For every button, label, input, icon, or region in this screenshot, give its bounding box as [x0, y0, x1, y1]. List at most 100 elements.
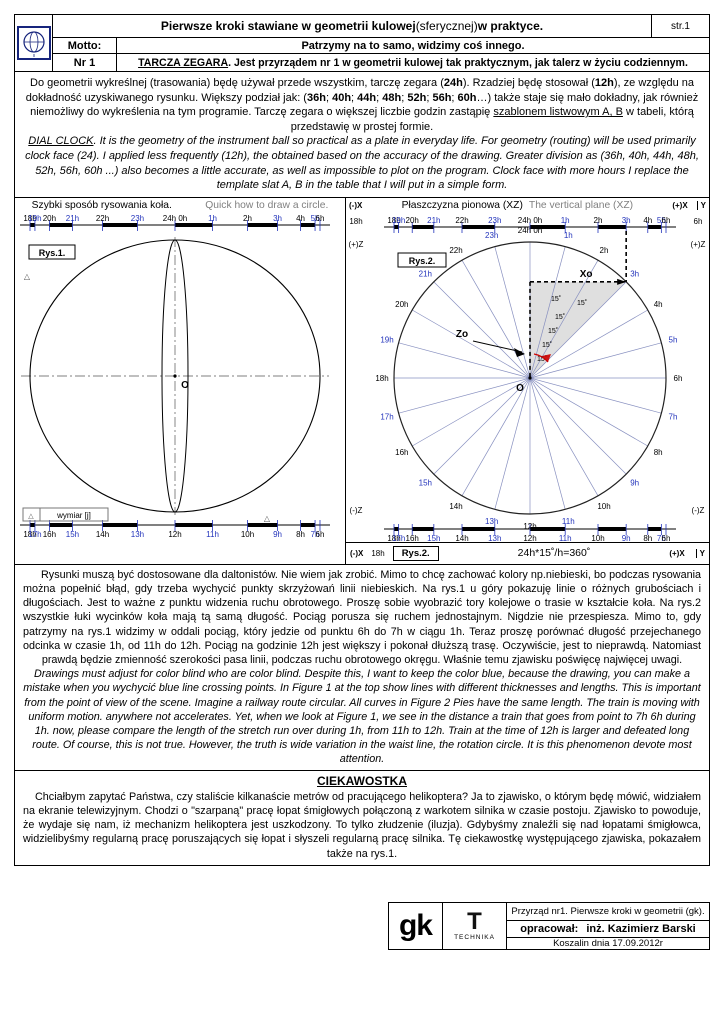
svg-text:10h: 10h: [241, 530, 254, 539]
svg-text:23h: 23h: [485, 231, 498, 240]
svg-text:18h: 18h: [349, 217, 362, 226]
svg-text:8h: 8h: [296, 530, 305, 539]
nr-label: Nr 1: [53, 53, 117, 71]
svg-text:6h: 6h: [662, 216, 671, 225]
svg-text:6h: 6h: [694, 217, 703, 226]
svg-text:10h: 10h: [591, 534, 604, 542]
svg-text:△: △: [264, 514, 271, 523]
svg-text:14h: 14h: [96, 530, 109, 539]
svg-text:11h: 11h: [206, 530, 219, 539]
technika-label: TECHNIKA: [454, 934, 495, 942]
left-panel-header: Szybki sposób rysowania koła. Quick how …: [15, 197, 346, 213]
svg-text:16h: 16h: [395, 448, 408, 457]
svg-text:9h: 9h: [273, 530, 282, 539]
intro-paragraph: Do geometrii wykreślnej (trasowania) będ…: [14, 72, 710, 198]
svg-text:10h: 10h: [597, 502, 610, 511]
svg-text:△: △: [24, 272, 31, 281]
svg-text:2h: 2h: [243, 214, 252, 223]
footer-text-cell: Przyrząd nr1. Pierwsze kroki w geometrii…: [507, 903, 709, 949]
right-panel-header: (-)X Płaszczyzna pionowa (XZ) The vertic…: [346, 198, 709, 213]
rys2-panel: 18h 19h 20h 21h 22h 23h 24h 0h 1h 2h 3h 4h 5h 6h 18h 1…: [346, 213, 709, 542]
svg-text:18h: 18h: [23, 214, 36, 223]
axis-pos-x-top: (+)X: [672, 200, 688, 210]
svg-text:13h: 13h: [485, 517, 498, 526]
diagrams-section: Szybki sposób rysowania koła. Quick how …: [14, 197, 710, 565]
svg-text:(+)Z: (+)Z: [691, 240, 706, 249]
svg-text:7h: 7h: [657, 534, 666, 542]
svg-text:7h: 7h: [669, 412, 678, 421]
svg-text:18h: 18h: [387, 534, 400, 542]
axis-y-bottom: Y: [695, 548, 705, 558]
svg-text:12h: 12h: [523, 534, 536, 542]
svg-text:15h: 15h: [427, 534, 440, 542]
svg-text:(+)Z: (+)Z: [349, 240, 364, 249]
body-paragraph-pl: Rysunki muszą być dostosowane dla dalton…: [23, 568, 701, 666]
motto-label: Motto:: [53, 37, 117, 53]
svg-text:7h: 7h: [311, 530, 320, 539]
svg-text:2h: 2h: [600, 246, 609, 255]
svg-text:Zo: Zo: [456, 329, 468, 340]
svg-text:14h: 14h: [449, 502, 462, 511]
axis-neg-x-top: (-)X: [349, 200, 363, 210]
svg-text:15˚: 15˚: [537, 355, 547, 363]
svg-text:8h: 8h: [643, 534, 652, 542]
publisher-logo: [15, 15, 53, 71]
globe-logo-icon: [16, 26, 51, 60]
svg-text:13h: 13h: [131, 530, 144, 539]
svg-text:(-)Z: (-)Z: [692, 506, 705, 515]
svg-text:17h: 17h: [392, 534, 405, 542]
right-caption-row: (-)X 18h Rys.2. 24h*15˚/h=360˚ (+)X Y: [346, 541, 709, 564]
svg-text:11h: 11h: [562, 517, 575, 526]
rys2-caption-label: Rys.2.: [392, 545, 439, 561]
svg-text:6h: 6h: [316, 530, 325, 539]
svg-text:19h: 19h: [28, 214, 41, 223]
right-panel-title-en: The vertical plane (XZ): [528, 199, 634, 211]
body-text-section: Rysunki muszą być dostosowane dla dalton…: [14, 564, 710, 771]
svg-text:1h: 1h: [208, 214, 217, 223]
axis-neg-x-bottom: (-)X: [350, 548, 364, 558]
svg-text:17h: 17h: [28, 530, 41, 539]
footer-line3: Koszalin dnia 17.09.2012r: [553, 937, 663, 949]
svg-text:21h: 21h: [427, 216, 440, 225]
svg-text:wymiar [j]: wymiar [j]: [56, 511, 91, 520]
svg-text:23h: 23h: [131, 214, 144, 223]
svg-text:16h: 16h: [406, 534, 419, 542]
svg-text:Rys.2.: Rys.2.: [409, 256, 436, 266]
svg-text:8h: 8h: [654, 448, 663, 457]
page-title: Pierwsze kroki stawiane w geometrii kulo…: [160, 19, 544, 33]
svg-text:9h: 9h: [630, 478, 639, 487]
clock-formula: 24h*15˚/h=360˚: [517, 547, 591, 560]
svg-text:15˚: 15˚: [548, 327, 558, 335]
ciekawostka-heading: CIEKAWOSTKA: [317, 773, 407, 788]
page-number: str.1: [651, 15, 709, 37]
tail-section: CIEKAWOSTKA Chciałbym zapytać Państwa, c…: [14, 770, 710, 866]
footer-table: gk T TECHNIKA Przyrząd nr1. Pierwsze kro…: [388, 901, 710, 950]
technika-t-icon: T: [467, 908, 482, 936]
svg-text:20h: 20h: [406, 216, 419, 225]
svg-text:15h: 15h: [419, 478, 432, 487]
svg-text:O: O: [181, 380, 189, 391]
svg-text:4h: 4h: [654, 300, 663, 309]
left-caption-cell: [15, 541, 346, 564]
svg-text:5h: 5h: [657, 216, 666, 225]
svg-text:17h: 17h: [380, 412, 393, 421]
svg-text:4h: 4h: [643, 216, 652, 225]
motto-text: Patrzymy na to samo, widzimy coś innego.: [117, 37, 709, 53]
svg-text:6h: 6h: [662, 534, 671, 542]
svg-text:Xo: Xo: [580, 269, 593, 280]
svg-text:15˚: 15˚: [542, 341, 552, 349]
svg-text:14h: 14h: [455, 534, 468, 542]
svg-text:1h: 1h: [561, 216, 570, 225]
svg-text:2h: 2h: [594, 216, 603, 225]
svg-text:15˚: 15˚: [555, 313, 565, 321]
svg-text:24h 0h: 24h 0h: [163, 214, 187, 223]
footer-author-name: inż. Kazimierz Barski: [586, 922, 696, 935]
svg-text:3h: 3h: [630, 269, 639, 278]
svg-text:18h: 18h: [23, 530, 36, 539]
right-panel-title-pl: Płaszczyzna pionowa (XZ): [401, 199, 523, 211]
svg-text:1h: 1h: [564, 231, 573, 240]
svg-text:21h: 21h: [419, 269, 432, 278]
